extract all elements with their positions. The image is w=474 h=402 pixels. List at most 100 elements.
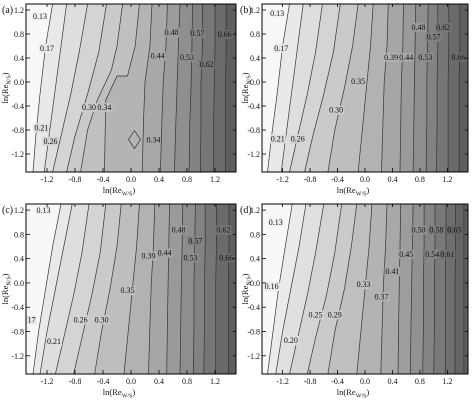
x-tick-label: 0.8: [182, 175, 192, 184]
contour-line-0.37: [380, 204, 388, 374]
contour-label: 0.57: [427, 32, 441, 41]
contour-line-0.3: [94, 204, 122, 374]
contour-label: 0.45: [399, 250, 413, 259]
contour-line-0.26: [66, 4, 107, 172]
contour-label-bg: [35, 206, 52, 216]
y-tick-label: -0.8: [11, 328, 24, 337]
y-tick-label: -0.8: [247, 328, 260, 337]
contour-label-bg: [33, 123, 50, 133]
contour-label: 0.58: [429, 226, 443, 235]
contour-label: 0.35: [351, 77, 365, 86]
contour-label: 0.34: [97, 103, 111, 112]
y-tick-label: 0.8: [250, 230, 260, 239]
contour-line-0.13: [32, 4, 53, 172]
contour-line-0.39: [381, 4, 389, 172]
x-tick-label: 0.4: [154, 377, 164, 386]
contour-line-0.57: [436, 4, 439, 172]
x-tick-label: -1.2: [276, 175, 289, 184]
contour-label: 0.41: [385, 267, 399, 276]
contour-line-0.3: [80, 4, 123, 172]
contour-line-0.21: [52, 4, 88, 172]
contour-label-bg: [410, 225, 427, 235]
x-tick-label: 0.0: [360, 175, 370, 184]
contour-label: 0.26: [74, 315, 88, 324]
panel-label: (b): [240, 5, 252, 16]
x-tick-label: -0.8: [69, 175, 82, 184]
contour-label: 0.66: [219, 253, 233, 262]
contour-label: 0.16: [265, 282, 279, 291]
contour-label-bg: [273, 43, 290, 53]
x-axis-label: ln(ReW/S): [103, 185, 136, 198]
contour-label: 0.35: [121, 286, 135, 295]
contour-label-bg: [96, 103, 113, 113]
x-tick-label: -0.8: [304, 175, 317, 184]
y-tick-label: -0.4: [11, 303, 24, 312]
x-tick-label: -1.2: [276, 377, 289, 386]
contour-line-0.21: [55, 204, 90, 374]
contour-label: 0.30: [82, 103, 96, 112]
contour-label-bg: [26, 315, 37, 325]
y-axis-label: ln(ReN/S): [0, 273, 13, 304]
contour-label: 0.61: [440, 250, 454, 259]
contour-label-bg: [46, 337, 62, 347]
contour-label: 17: [28, 315, 36, 324]
contour-label: 0.17: [274, 44, 288, 53]
contour-label-bg: [149, 51, 166, 61]
contour-label: 0.44: [399, 53, 413, 62]
contour-line-0.16: [275, 204, 307, 374]
contour-line-0.53: [192, 204, 196, 374]
contour-line-0.39: [141, 4, 153, 172]
contour-label-bg: [179, 52, 195, 62]
y-tick-label: 1.2: [14, 206, 24, 215]
x-tick-label: 0.8: [415, 377, 425, 386]
contour-label-bg: [170, 225, 187, 235]
contour-line-0.39: [148, 204, 156, 374]
x-tick-label: 0.8: [182, 377, 192, 386]
panel-d: 0.13 0.16 0.20 0.25 0.29 0.330.37 0.410.45 0.50…: [240, 203, 469, 400]
contour-label-bg: [424, 249, 441, 259]
contour-label: 0.65: [447, 226, 461, 235]
contour-label-bg: [269, 9, 286, 18]
y-tick-label: -0.4: [247, 303, 260, 312]
contour-line-0.62: [447, 4, 450, 172]
contour-label: 0.53: [184, 253, 198, 262]
contour-label: 0.39: [142, 252, 156, 261]
contour-label: 0.37: [374, 292, 388, 301]
contour-label: 0.54: [425, 250, 439, 259]
contour-label-bg: [410, 22, 427, 32]
contour-line-0.62: [213, 4, 216, 172]
y-axis-label: ln(ReN/S): [240, 72, 253, 103]
x-axis-label: ln(ReW/S): [103, 387, 136, 400]
contour-label-bg: [446, 225, 463, 235]
contour-label: 0.26: [291, 134, 305, 143]
contour-label-bg: [425, 32, 442, 42]
contour-line-0.53: [425, 4, 429, 172]
contour-label-bg: [355, 280, 372, 290]
x-tick-label: -0.8: [304, 377, 317, 386]
contour-label: 0.21: [271, 134, 285, 143]
y-tick-label: -1.2: [11, 150, 24, 159]
contour-label-bg: [435, 22, 452, 32]
contour-label: 0.17: [40, 44, 54, 53]
contour-label: 0.48: [165, 28, 179, 37]
x-tick-label: 0.4: [387, 377, 397, 386]
x-tick-label: 0.0: [126, 377, 136, 386]
contour-label-bg: [269, 134, 286, 144]
contour-label: 0.21: [34, 124, 48, 133]
y-tick-label: -1.2: [247, 150, 260, 159]
contour-label-bg: [439, 249, 456, 259]
x-tick-label: -1.2: [41, 175, 54, 184]
contour-line-0.26: [73, 204, 107, 374]
y-tick-label: 0.4: [250, 255, 260, 264]
contour-line-0.41: [397, 204, 402, 374]
contour-label-bg: [263, 281, 280, 291]
contour-label: 0.20: [284, 336, 298, 345]
contour-label-bg: [182, 253, 199, 263]
contour-label-bg: [428, 225, 445, 235]
contour-line-0.29: [327, 204, 358, 374]
x-tick-label: 0.8: [415, 175, 425, 184]
contour-line-0.21: [289, 4, 323, 172]
contour-label-bg: [216, 30, 233, 39]
contour-label-bg: [326, 310, 343, 320]
contour-label: 0.39: [384, 53, 398, 62]
